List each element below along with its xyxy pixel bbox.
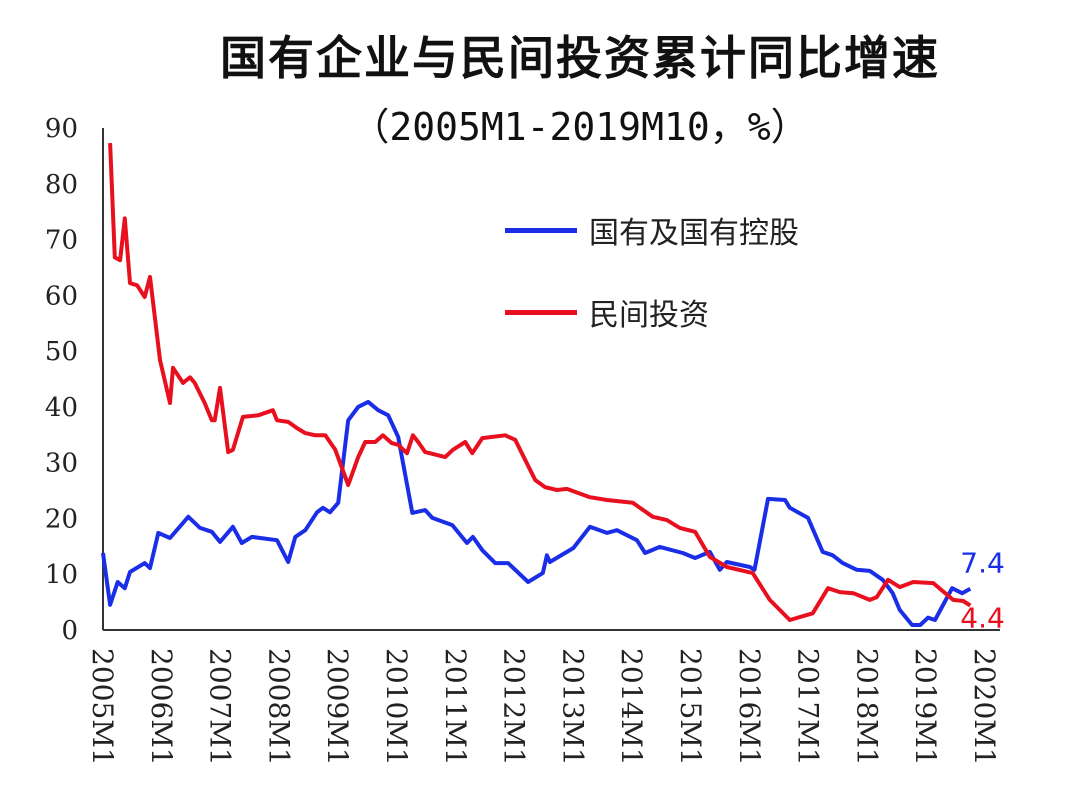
x-tick-label: 2013M1 [556, 648, 589, 766]
end-label-private: 4.4 [960, 601, 1005, 634]
legend-swatch-soe [505, 227, 577, 233]
y-tick-label: 90 [45, 114, 78, 144]
legend-item-soe: 国有及国有控股 [505, 208, 799, 252]
x-tick-label: 2014M1 [615, 648, 648, 766]
chart-subtitle: （2005M1-2019M10，%） [351, 105, 809, 149]
legend-label-soe: 国有及国有控股 [589, 216, 799, 251]
y-tick-label: 80 [45, 170, 78, 200]
x-tick-label: 2009M1 [321, 648, 354, 766]
x-tick-label: 2016M1 [733, 648, 766, 766]
y-tick-label: 60 [45, 281, 78, 311]
series-line-soe [101, 399, 972, 627]
y-tick-label: 10 [45, 560, 78, 590]
x-tick-label: 2019M1 [909, 648, 942, 766]
x-tick-label: 2010M1 [380, 648, 413, 766]
y-tick-label: 40 [45, 393, 78, 423]
x-tick-label: 2006M1 [145, 648, 178, 766]
x-tick-label: 2017M1 [792, 648, 825, 766]
legend-item-private: 民间投资 [505, 290, 709, 334]
legend-label-private: 民间投资 [589, 298, 709, 333]
y-tick-label: 30 [45, 449, 78, 479]
y-tick-label: 70 [45, 226, 78, 256]
y-tick-label: 0 [61, 616, 78, 646]
series-line-private [108, 143, 972, 622]
x-tick-label: 2020M1 [968, 648, 1001, 766]
x-tick-label: 2018M1 [850, 648, 883, 766]
x-tick-label: 2007M1 [204, 648, 237, 766]
legend-swatch-private [505, 309, 577, 315]
end-label-soe: 7.4 [960, 547, 1005, 580]
x-tick-label: 2005M1 [86, 648, 119, 766]
x-tick-label: 2015M1 [674, 648, 707, 766]
x-tick-label: 2012M1 [498, 648, 531, 766]
y-tick-label: 20 [45, 504, 78, 534]
chart-title: 国有企业与民间投资累计同比增速 [220, 31, 940, 85]
y-tick-label: 50 [45, 337, 78, 367]
x-tick-label: 2011M1 [439, 648, 472, 766]
x-tick-label: 2008M1 [262, 648, 295, 766]
